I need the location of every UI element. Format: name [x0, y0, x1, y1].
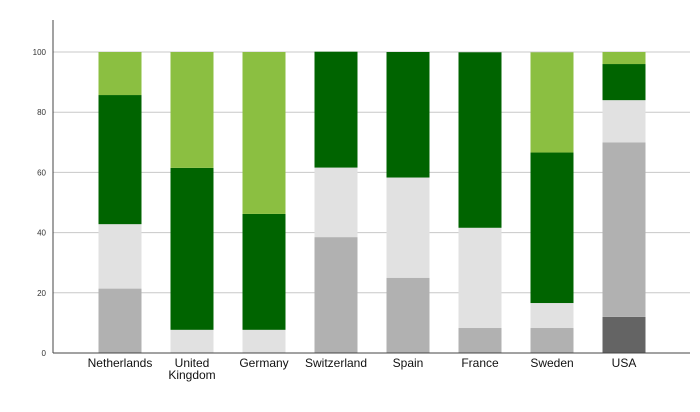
x-tick-label: United Kingdom [168, 356, 215, 382]
bar-segment [170, 52, 214, 168]
y-tick-label: 20 [37, 289, 46, 298]
bar-segment [458, 328, 502, 353]
x-tick-label: Netherlands [88, 356, 153, 370]
x-tick-label: Spain [393, 356, 424, 370]
y-tick-labels: 0 20 40 60 80 100 [33, 48, 47, 358]
bar-segment [458, 227, 502, 329]
bar-segment [98, 95, 142, 225]
bar-segment [530, 328, 574, 353]
y-tick-label: 80 [37, 108, 46, 117]
bar-segment [242, 52, 286, 214]
x-tick-label: Switzerland [305, 356, 367, 370]
bar-segment [602, 316, 646, 353]
bar-segment [314, 167, 358, 238]
y-tick-label: 40 [37, 229, 46, 238]
bar-segment [386, 177, 430, 278]
bar-segment [242, 213, 286, 330]
bar-segment [602, 142, 646, 317]
bar-segment [170, 329, 214, 353]
bar-segment [386, 277, 430, 353]
bar-segment [530, 152, 574, 304]
bar-segment [602, 100, 646, 143]
x-tick-label: Germany [239, 356, 288, 370]
gridlines [53, 51, 690, 294]
y-tick-label: 0 [42, 349, 47, 358]
bars [98, 51, 646, 353]
x-tick-label: Sweden [530, 356, 573, 370]
bar-segment [386, 52, 430, 178]
x-tick-label: USA [612, 356, 637, 370]
bar-segment [530, 52, 574, 153]
bar-segment [314, 51, 358, 168]
bar-segment [242, 329, 286, 353]
bar-segment [458, 52, 502, 228]
bar-segment [98, 52, 142, 96]
y-tick-label: 100 [33, 48, 47, 57]
axes [52, 20, 690, 354]
bar-segment [602, 52, 646, 65]
bar-segment [602, 64, 646, 101]
bar-segment [314, 237, 358, 353]
x-tick-labels: Netherlands United Kingdom Germany Switzerla… [88, 356, 637, 382]
bar-segment [98, 224, 142, 289]
bar-segment [98, 288, 142, 353]
bar-segment [170, 167, 214, 330]
bar-segment [530, 303, 574, 329]
x-tick-label: France [461, 356, 499, 370]
y-tick-label: 60 [37, 168, 46, 177]
